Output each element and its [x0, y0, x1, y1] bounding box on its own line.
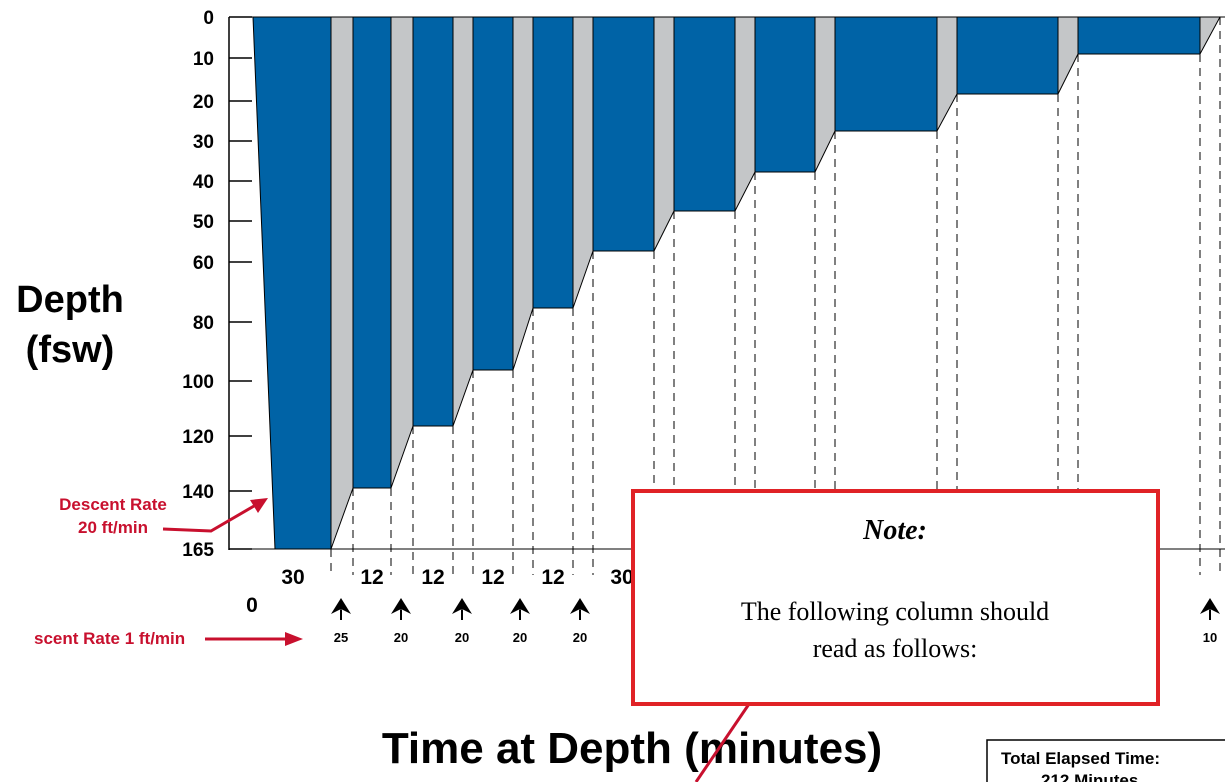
ascent-arrow-icon — [391, 598, 411, 620]
ascent-rate-arrowhead — [285, 632, 303, 646]
ascent-minutes-label: 10 — [1203, 630, 1217, 645]
y-tick-label: 60 — [193, 253, 214, 274]
note-line1: The following column should — [741, 597, 1049, 626]
y-axis-title-line2: (fsw) — [26, 329, 115, 371]
y-tick-label: 10 — [193, 49, 214, 70]
ascent-rate-label: scent Rate 1 ft/min — [34, 629, 185, 648]
total-time-box — [986, 739, 1225, 782]
descent-rate-arrowhead — [250, 498, 268, 513]
stop-time-label: 12 — [421, 566, 444, 589]
y-tick-marks — [229, 16, 252, 550]
ascent-minutes-label: 25 — [334, 630, 348, 645]
note-title: Note: — [862, 515, 927, 546]
y-tick-label: 80 — [193, 313, 214, 334]
y-tick-label: 165 — [182, 540, 214, 561]
y-tick-label: 100 — [182, 372, 214, 393]
descent-segment — [252, 16, 332, 550]
ascent-arrow-icon — [331, 598, 351, 620]
y-axis-title-line1: Depth — [16, 279, 124, 321]
ascent-minutes-label: 20 — [394, 630, 408, 645]
descent-rate-label-line2: 20 ft/min — [78, 518, 148, 537]
ascent-arrow-icon — [1200, 598, 1220, 620]
y-tick-label: 40 — [193, 172, 214, 193]
stop-time-label: 12 — [541, 566, 564, 589]
note-box — [631, 489, 1160, 706]
stop-segments — [352, 16, 1201, 489]
stop-time-label: 12 — [481, 566, 504, 589]
y-tick-label: 120 — [182, 427, 214, 448]
stop-time-label: 30 — [281, 566, 304, 589]
note-line2: read as follows: — [813, 634, 978, 663]
stop-time-label: 12 — [360, 566, 383, 589]
y-tick-label: 50 — [193, 212, 214, 233]
descent-rate-label-line1: Descent Rate — [59, 495, 167, 514]
y-tick-label: 30 — [193, 132, 214, 153]
ascent-arrow-icon — [510, 598, 530, 620]
x-axis-title: Time at Depth (minutes) — [382, 724, 882, 773]
ascent-minutes-label: 20 — [455, 630, 469, 645]
stop-time-label: 30 — [610, 566, 633, 589]
y-tick-label: 0 — [203, 8, 214, 29]
ascent-arrow-icon — [452, 598, 472, 620]
ascent-arrow-icon — [570, 598, 590, 620]
total-time-line2: 212 Minutes — [1041, 771, 1138, 782]
descent-rate-arrow — [162, 504, 255, 533]
total-time-line1: Total Elapsed Time: — [1001, 749, 1160, 768]
y-tick-label: 20 — [193, 92, 214, 113]
ascent-minutes-label: 20 — [513, 630, 527, 645]
y-tick-label: 140 — [182, 482, 214, 503]
x-origin-label: 0 — [246, 594, 258, 617]
note-pointer — [694, 703, 751, 782]
ascent-minutes-label: 20 — [573, 630, 587, 645]
